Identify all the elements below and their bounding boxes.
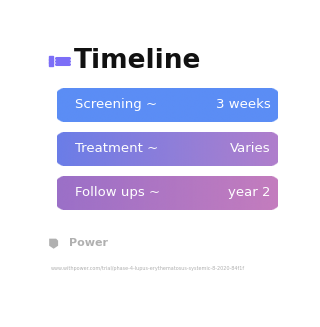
Text: Follow ups ~: Follow ups ~ <box>75 186 160 199</box>
Text: 3 weeks: 3 weeks <box>216 98 271 111</box>
Text: www.withpower.com/trial/phase-4-lupus-erythematosus-systemic-8-2020-84f1f: www.withpower.com/trial/phase-4-lupus-er… <box>51 266 245 271</box>
Text: Timeline: Timeline <box>74 48 201 74</box>
Polygon shape <box>49 239 58 249</box>
Text: Varies: Varies <box>230 142 271 155</box>
Text: Power: Power <box>68 238 108 248</box>
Text: Screening ~: Screening ~ <box>75 98 157 111</box>
Text: Treatment ~: Treatment ~ <box>75 142 158 155</box>
Text: year 2: year 2 <box>228 186 271 199</box>
